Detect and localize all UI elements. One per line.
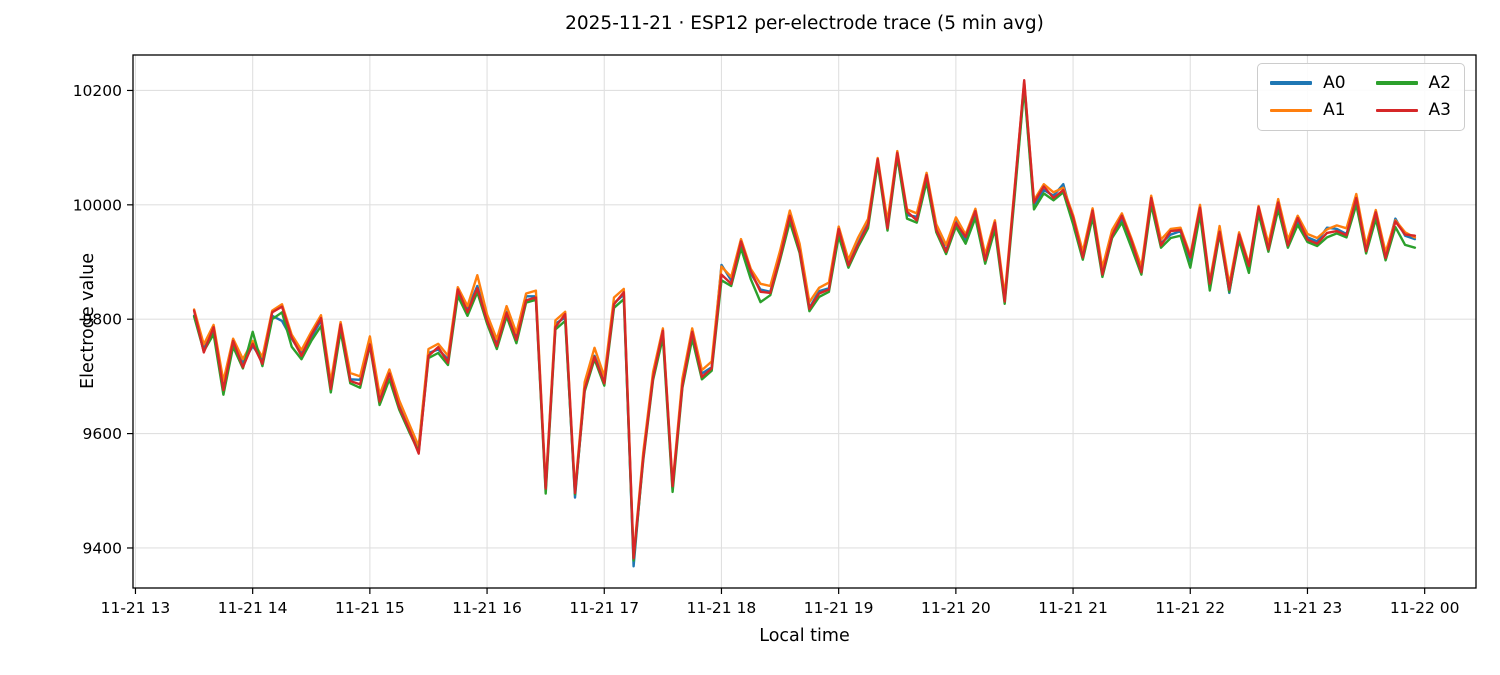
x-tick-label: 11-21 16 (452, 599, 522, 617)
legend-label: A1 (1323, 100, 1346, 121)
legend-swatch-A3 (1375, 108, 1418, 113)
x-tick-label: 11-21 14 (218, 599, 288, 617)
y-tick-label: 10200 (73, 82, 122, 100)
legend-item-A2: A2 (1375, 73, 1451, 93)
x-tick-label: 11-21 19 (804, 599, 874, 617)
x-tick-label: 11-21 20 (921, 599, 991, 617)
chart-title: 2025-11-21 · ESP12 per-electrode trace (… (565, 13, 1044, 34)
legend-label: A3 (1428, 100, 1451, 121)
x-tick-label: 11-21 21 (1038, 599, 1108, 617)
legend-item-A3: A3 (1375, 100, 1451, 121)
legend-item-A0: A0 (1270, 73, 1346, 93)
y-tick-label: 9800 (83, 311, 122, 329)
series-line-A0 (192, 84, 1417, 568)
series-line-A2 (192, 86, 1417, 562)
x-tick-label: 11-21 15 (335, 599, 405, 617)
y-axis-title: Electrode value (78, 253, 98, 389)
x-axis-title: Local time (759, 626, 850, 646)
series-line-A3 (192, 78, 1417, 560)
legend-item-A1: A1 (1270, 100, 1346, 121)
x-tick-label: 11-21 18 (687, 599, 757, 617)
x-tick-label: 11-22 00 (1390, 599, 1460, 617)
x-tick-label: 11-21 13 (101, 599, 171, 617)
y-tick-label: 9400 (83, 539, 122, 557)
y-tick-label: 10000 (73, 196, 122, 214)
legend-swatch-A0 (1270, 81, 1313, 85)
legend-label: A2 (1428, 73, 1451, 93)
legend: A0 A1 A2 A3 (1257, 63, 1465, 131)
legend-swatch-A2 (1375, 81, 1418, 85)
legend-label: A0 (1323, 73, 1346, 93)
x-tick-label: 11-21 17 (569, 599, 639, 617)
axes-spines (132, 54, 1477, 589)
y-tick-label: 9600 (83, 425, 122, 443)
legend-swatch-A1 (1270, 108, 1313, 113)
x-tick-label: 11-21 23 (1273, 599, 1343, 617)
x-tick-label: 11-21 22 (1155, 599, 1225, 617)
